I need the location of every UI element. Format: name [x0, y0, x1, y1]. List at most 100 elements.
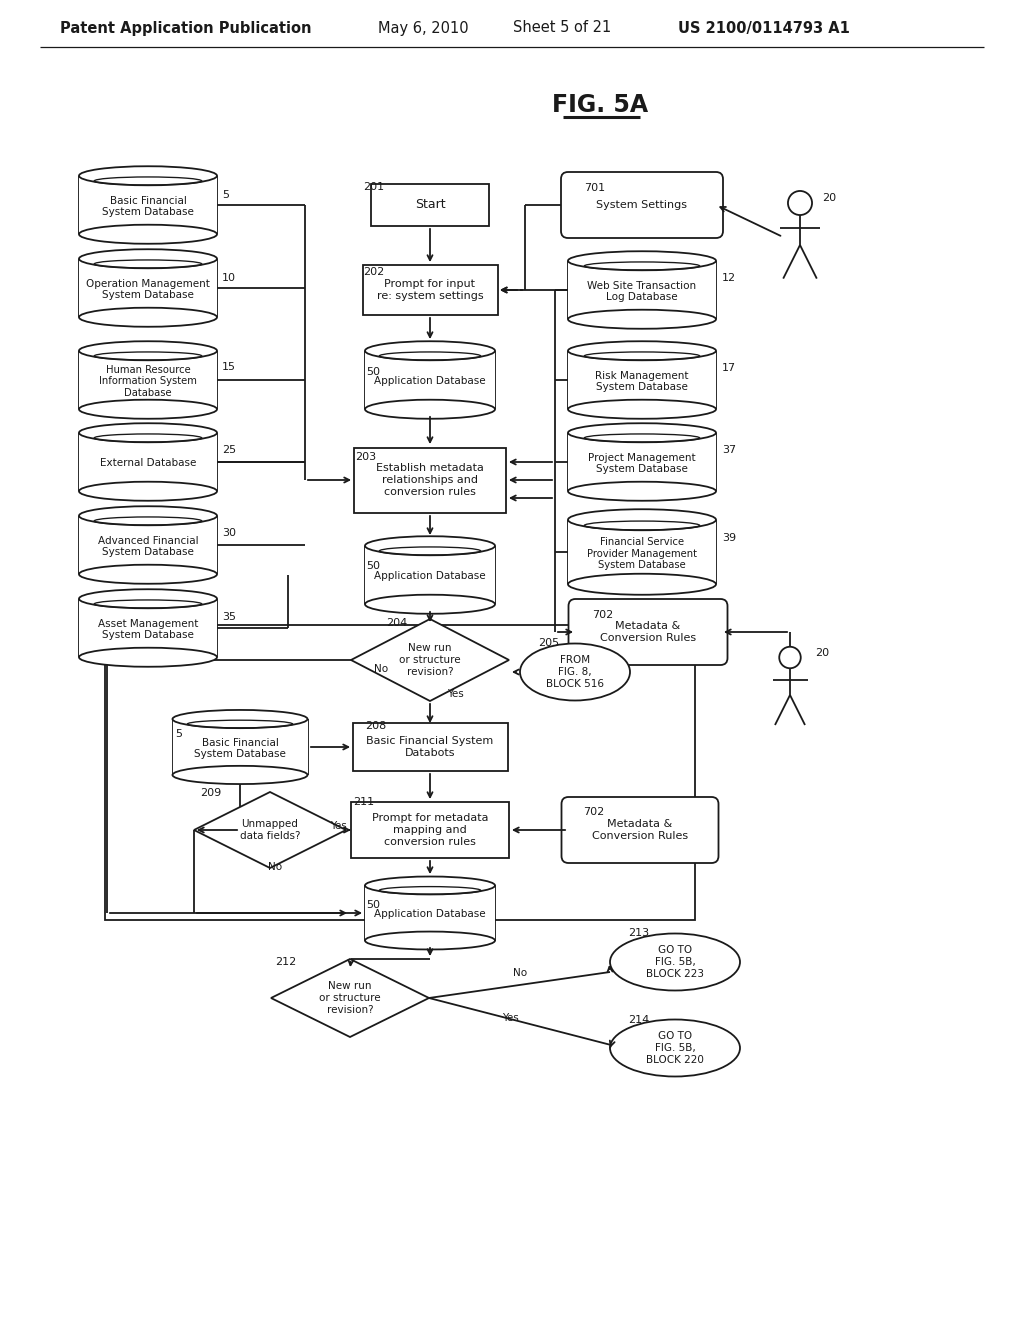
Text: 20: 20 — [822, 193, 837, 203]
Bar — [79, 259, 217, 317]
FancyBboxPatch shape — [568, 599, 727, 665]
Text: Application Database: Application Database — [374, 572, 485, 581]
Ellipse shape — [79, 482, 217, 500]
Bar — [79, 176, 217, 234]
Text: No: No — [513, 968, 527, 978]
Ellipse shape — [79, 424, 217, 442]
Text: Establish metadata
relationships and
conversion rules: Establish metadata relationships and con… — [376, 463, 484, 496]
Text: 20: 20 — [815, 648, 829, 657]
Text: Operation Management
System Database: Operation Management System Database — [86, 279, 210, 300]
Text: Human Resource
Information System
Database: Human Resource Information System Databa… — [99, 364, 197, 399]
Ellipse shape — [365, 400, 495, 418]
Bar — [172, 719, 307, 775]
Text: Project Management
System Database: Project Management System Database — [588, 453, 696, 474]
Ellipse shape — [79, 166, 217, 185]
Ellipse shape — [568, 482, 716, 500]
Text: 17: 17 — [722, 363, 736, 374]
Bar — [362, 265, 498, 315]
Text: Yes: Yes — [502, 1012, 518, 1023]
Circle shape — [787, 191, 812, 215]
Text: FROM
FIG. 8,
BLOCK 516: FROM FIG. 8, BLOCK 516 — [546, 656, 604, 689]
Text: Basic Financial
System Database: Basic Financial System Database — [102, 195, 194, 218]
Text: 10: 10 — [222, 273, 236, 282]
Bar — [365, 545, 495, 605]
Bar — [79, 433, 217, 491]
Ellipse shape — [79, 507, 217, 525]
Polygon shape — [351, 619, 509, 701]
Ellipse shape — [520, 644, 630, 701]
Text: 5: 5 — [222, 190, 229, 201]
Bar — [371, 183, 489, 226]
Bar — [79, 599, 217, 657]
Text: Prompt for input
re: system settings: Prompt for input re: system settings — [377, 280, 483, 301]
Text: GO TO
FIG. 5B,
BLOCK 220: GO TO FIG. 5B, BLOCK 220 — [646, 1031, 703, 1065]
Text: 202: 202 — [362, 267, 384, 277]
Text: 35: 35 — [222, 612, 236, 622]
Ellipse shape — [365, 876, 495, 895]
Text: Risk Management
System Database: Risk Management System Database — [595, 371, 689, 392]
Text: 211: 211 — [353, 797, 374, 807]
Text: 212: 212 — [275, 957, 296, 968]
Text: New run
or structure
revision?: New run or structure revision? — [319, 981, 381, 1015]
Bar — [79, 351, 217, 409]
Text: Yes: Yes — [330, 821, 347, 832]
Text: Yes: Yes — [447, 689, 464, 700]
Bar — [354, 447, 506, 512]
Text: Sheet 5 of 21: Sheet 5 of 21 — [513, 21, 611, 36]
Text: 50: 50 — [366, 561, 380, 572]
Text: 50: 50 — [366, 900, 380, 909]
Text: Start: Start — [415, 198, 445, 211]
Ellipse shape — [79, 565, 217, 583]
Text: 37: 37 — [722, 445, 736, 455]
Text: 214: 214 — [628, 1015, 649, 1026]
Text: Application Database: Application Database — [374, 376, 485, 387]
Ellipse shape — [79, 589, 217, 609]
Text: 205: 205 — [538, 638, 559, 648]
Text: Unmapped
data fields?: Unmapped data fields? — [240, 820, 300, 841]
Text: Basic Financial
System Database: Basic Financial System Database — [195, 738, 286, 759]
Ellipse shape — [172, 766, 307, 784]
Ellipse shape — [79, 342, 217, 360]
Circle shape — [779, 647, 801, 668]
Text: 5: 5 — [175, 729, 182, 739]
Text: Application Database: Application Database — [374, 909, 485, 919]
Text: New run
or structure
revision?: New run or structure revision? — [399, 643, 461, 677]
Text: 12: 12 — [722, 273, 736, 282]
Text: 30: 30 — [222, 528, 236, 539]
Ellipse shape — [79, 224, 217, 244]
Polygon shape — [194, 792, 346, 869]
Text: External Database: External Database — [99, 458, 197, 469]
Ellipse shape — [365, 342, 495, 360]
Ellipse shape — [568, 510, 716, 531]
Ellipse shape — [568, 342, 716, 360]
Ellipse shape — [568, 251, 716, 271]
Text: 702: 702 — [583, 807, 604, 817]
Text: 39: 39 — [722, 533, 736, 543]
Text: System Settings: System Settings — [597, 201, 687, 210]
Ellipse shape — [79, 648, 217, 667]
Text: US 2100/0114793 A1: US 2100/0114793 A1 — [678, 21, 850, 36]
Ellipse shape — [79, 400, 217, 418]
Ellipse shape — [610, 1019, 740, 1077]
Ellipse shape — [568, 424, 716, 442]
Text: Financial Service
Provider Management
System Database: Financial Service Provider Management Sy… — [587, 537, 697, 570]
Ellipse shape — [79, 308, 217, 327]
Bar — [105, 624, 695, 920]
Text: Advanced Financial
System Database: Advanced Financial System Database — [97, 536, 199, 557]
Text: 701: 701 — [584, 183, 605, 193]
Bar — [568, 433, 716, 491]
Text: GO TO
FIG. 5B,
BLOCK 223: GO TO FIG. 5B, BLOCK 223 — [646, 945, 705, 978]
Text: 209: 209 — [200, 788, 221, 799]
Ellipse shape — [365, 932, 495, 949]
Bar — [352, 723, 508, 771]
Text: 213: 213 — [628, 928, 649, 939]
Bar — [568, 520, 716, 585]
Text: 50: 50 — [366, 367, 380, 378]
Text: Basic Financial System
Databots: Basic Financial System Databots — [367, 737, 494, 758]
Text: No: No — [374, 664, 388, 675]
Ellipse shape — [610, 933, 740, 990]
Bar — [568, 351, 716, 409]
Text: 208: 208 — [365, 721, 386, 731]
Text: No: No — [268, 862, 282, 873]
Text: 702: 702 — [592, 610, 613, 620]
